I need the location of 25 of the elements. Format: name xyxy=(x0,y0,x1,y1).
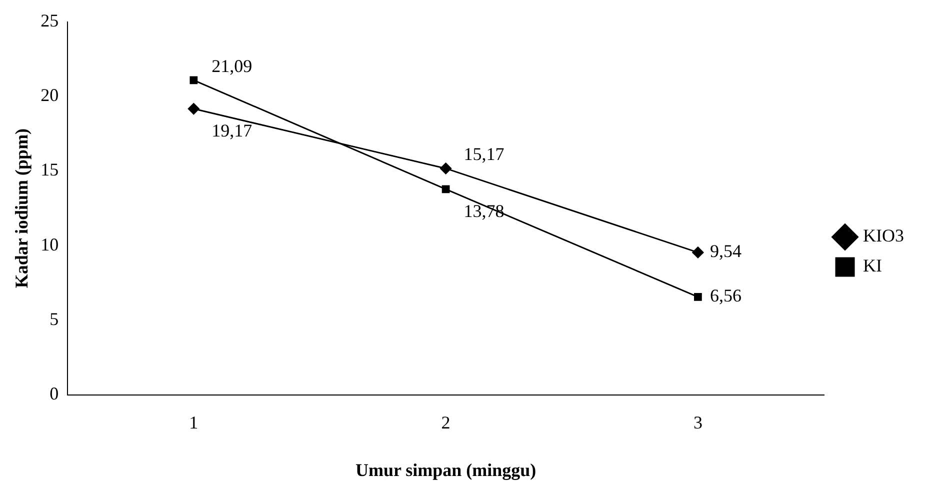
y-tick-label: 0 xyxy=(50,384,59,404)
point xyxy=(694,292,702,301)
y-tick-label: 5 xyxy=(50,308,59,329)
x-tick-label: 3 xyxy=(693,412,702,432)
point xyxy=(692,246,704,258)
y-axis-title: Kadar iodium (ppm) xyxy=(11,128,32,288)
y-tick-label: 20 xyxy=(40,85,59,106)
data-label: 9,54 xyxy=(710,241,742,262)
y-tick-label: 25 xyxy=(40,10,59,31)
data-label: 15,17 xyxy=(464,144,504,164)
x-tick-label: 2 xyxy=(441,412,450,432)
point xyxy=(190,76,198,84)
data-label: 19,17 xyxy=(212,120,252,141)
y-tick-label: 15 xyxy=(40,160,59,180)
x-tick-label: 1 xyxy=(189,412,198,432)
y-tick-label: 10 xyxy=(40,234,59,254)
point xyxy=(188,103,200,115)
data-label: 6,56 xyxy=(710,286,742,306)
x-axis-title: Umur simpan (minggu) xyxy=(355,460,536,480)
point xyxy=(442,185,450,194)
data-label: 13,78 xyxy=(464,200,504,221)
legend-label: KI xyxy=(863,256,882,276)
legend-label: KIO3 xyxy=(863,226,904,246)
point xyxy=(440,162,452,174)
data-label: 21,09 xyxy=(212,56,252,76)
